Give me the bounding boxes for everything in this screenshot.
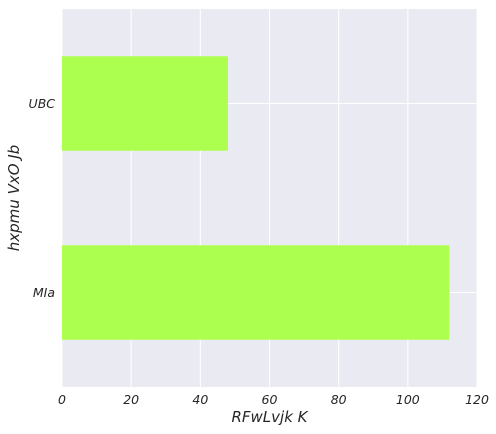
x-tick-label: 40: [192, 392, 208, 407]
x-tick-label: 80: [331, 392, 347, 407]
x-tick-label: 20: [123, 392, 139, 407]
x-axis-label: RFwLvjk K: [231, 408, 308, 426]
x-tick-label: 100: [396, 392, 420, 407]
y-axis-label: hxpmu VxO Jb: [5, 145, 23, 251]
y-tick-label: MIa: [33, 285, 55, 300]
bars: [62, 56, 450, 340]
x-tick-label: 0: [58, 392, 66, 407]
x-tick-labels: 0 20 40 60 80 100 120: [58, 392, 489, 407]
bar-mia: [62, 245, 450, 340]
x-tick-label: 60: [262, 392, 278, 407]
y-tick-label: UBC: [29, 96, 56, 111]
x-tick-label: 120: [465, 392, 489, 407]
y-tick-labels: UBC MIa: [29, 96, 56, 300]
bar-ubc: [62, 56, 228, 151]
